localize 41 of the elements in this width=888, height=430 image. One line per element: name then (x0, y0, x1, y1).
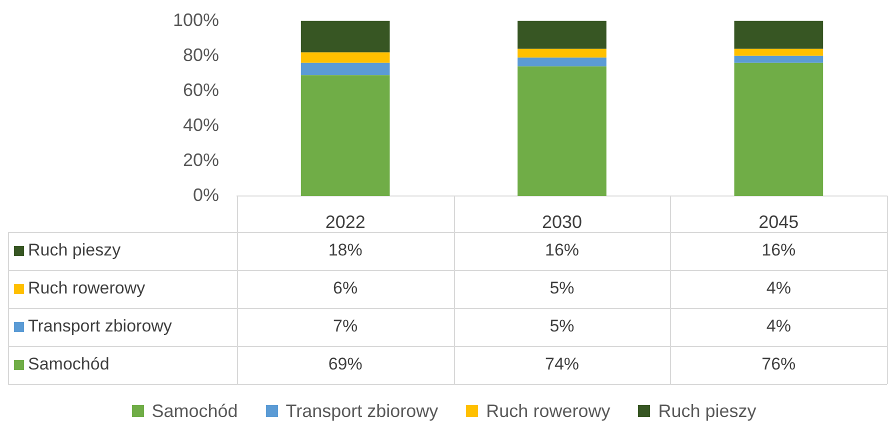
bar (300, 52, 390, 63)
data-label: 4% (766, 316, 791, 336)
x-tick-label: 2045 (758, 212, 799, 232)
text: Ruch rowerowy (486, 400, 610, 420)
legend-label: Samochód (152, 400, 238, 422)
legend-label: Ruch rowerowy (28, 278, 146, 298)
data-label: 6% (333, 278, 358, 298)
text: Transport zbiorowy (286, 400, 438, 420)
data-label: 18% (328, 240, 362, 260)
bar (518, 48, 606, 58)
data-label: 74% (544, 354, 580, 374)
text: Ruch pieszy (658, 400, 756, 420)
x-tick-label: 2022 (325, 212, 366, 232)
x-tick-label: 2030 (542, 212, 582, 232)
legend-label: Transport zbiorowy (28, 316, 172, 336)
bar (518, 20, 606, 49)
data-label: 16% (544, 240, 580, 260)
bar (518, 58, 606, 66)
y-tick-label: 0% (192, 184, 219, 205)
text: Samochód (28, 354, 110, 374)
y-tick-label: 80% (182, 44, 219, 65)
bar (300, 20, 390, 52)
data-label: 69% (328, 354, 362, 374)
bar (300, 62, 390, 76)
data-label: 5% (550, 278, 574, 298)
bar (734, 62, 824, 196)
bar (734, 20, 824, 49)
bar (734, 56, 824, 63)
bar (518, 66, 606, 196)
legend-label: Ruch pieszy (28, 240, 122, 260)
y-tick-label: 40% (182, 114, 219, 135)
data-label: 7% (333, 316, 358, 336)
bar (300, 75, 390, 196)
data-label: 5% (550, 316, 574, 336)
y-tick-label: 20% (182, 150, 219, 170)
y-tick-label: 60% (182, 80, 219, 100)
data-label: 4% (766, 278, 791, 298)
data-label: 76% (762, 354, 796, 374)
y-tick-label: 100% (172, 10, 219, 30)
bar (734, 48, 824, 56)
data-label: 16% (762, 240, 796, 260)
